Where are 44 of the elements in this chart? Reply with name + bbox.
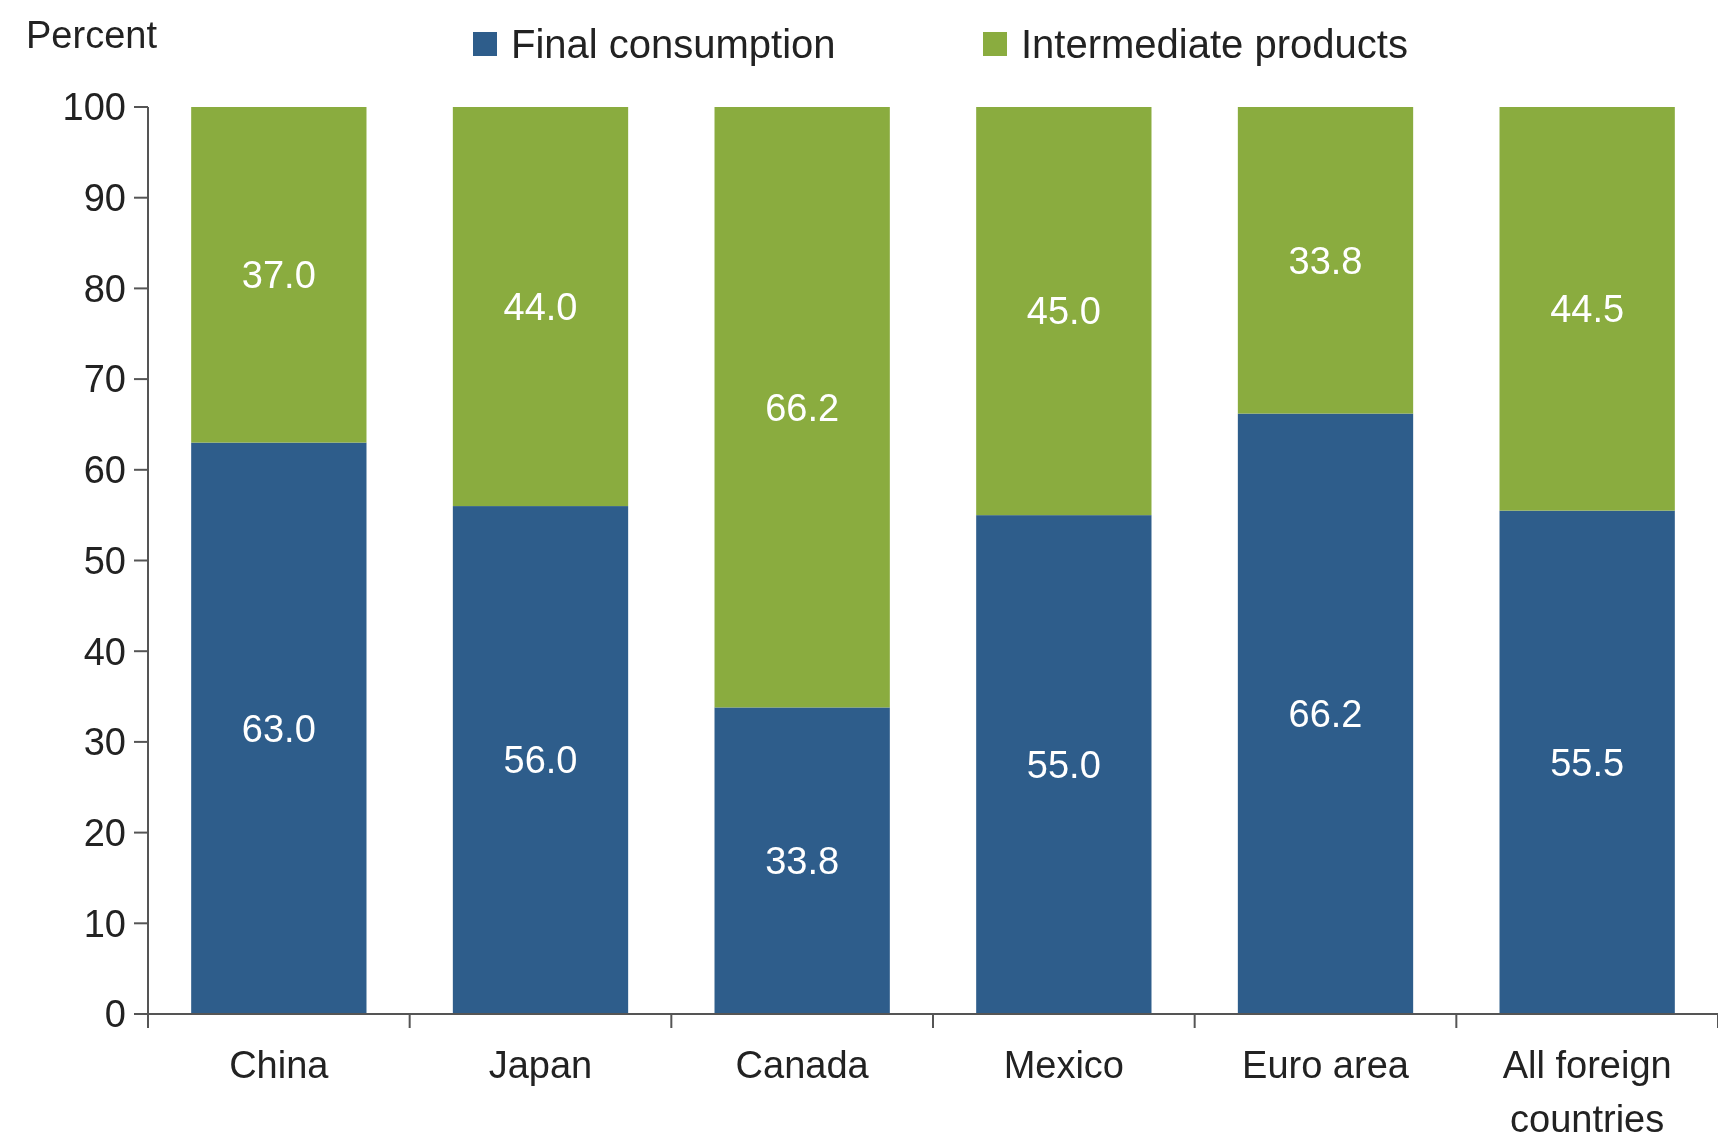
y-tick-label: 30 (83, 721, 126, 764)
bar (976, 107, 1152, 516)
bar (714, 107, 890, 708)
bar (452, 506, 629, 1014)
data-label: 33.8 (765, 840, 840, 883)
y-tick-label: 90 (83, 177, 126, 219)
bar (191, 107, 367, 443)
x-tick-label: Mexico (1003, 1044, 1125, 1086)
bar (1499, 510, 1675, 1014)
y-tick-label: 50 (83, 539, 126, 582)
bar (1499, 107, 1675, 511)
y-tick-label: 60 (83, 449, 126, 492)
y-tick-label: 70 (83, 358, 126, 401)
data-label: 55.5 (1550, 741, 1625, 784)
bar (714, 707, 890, 1014)
bar (1237, 107, 1414, 414)
x-tick-label: Canada (735, 1044, 870, 1086)
data-label: 66.2 (765, 386, 840, 429)
y-axis-title: Percent (26, 14, 158, 56)
bar (191, 442, 367, 1014)
data-label: 55.0 (1026, 743, 1101, 786)
x-tick-label: China (229, 1044, 330, 1086)
data-label: 44.5 (1550, 288, 1625, 331)
y-tick-label: 10 (83, 902, 126, 945)
y-tick-label: 0 (104, 993, 126, 1036)
legend-label: Final consumption (511, 22, 836, 66)
data-label: 33.8 (1288, 239, 1363, 282)
y-tick-label: 100 (62, 86, 126, 129)
y-tick-label: 80 (83, 267, 126, 310)
x-tick-label: All foreign countries (1502, 1044, 1672, 1140)
legend-label: Intermediate products (1021, 22, 1408, 66)
y-tick-label: 40 (83, 630, 126, 673)
data-label: 63.0 (241, 707, 316, 750)
bar (452, 107, 629, 507)
data-label: 37.0 (241, 254, 316, 297)
x-tick-label: Euro area (1242, 1044, 1410, 1086)
bar (1237, 413, 1414, 1014)
bar (976, 515, 1152, 1014)
data-label: 44.0 (503, 285, 578, 328)
data-label: 66.2 (1288, 693, 1363, 736)
data-label: 56.0 (503, 739, 578, 782)
y-tick-label: 20 (83, 811, 126, 854)
x-tick-label: Japan (488, 1044, 593, 1086)
data-label: 45.0 (1026, 290, 1101, 333)
